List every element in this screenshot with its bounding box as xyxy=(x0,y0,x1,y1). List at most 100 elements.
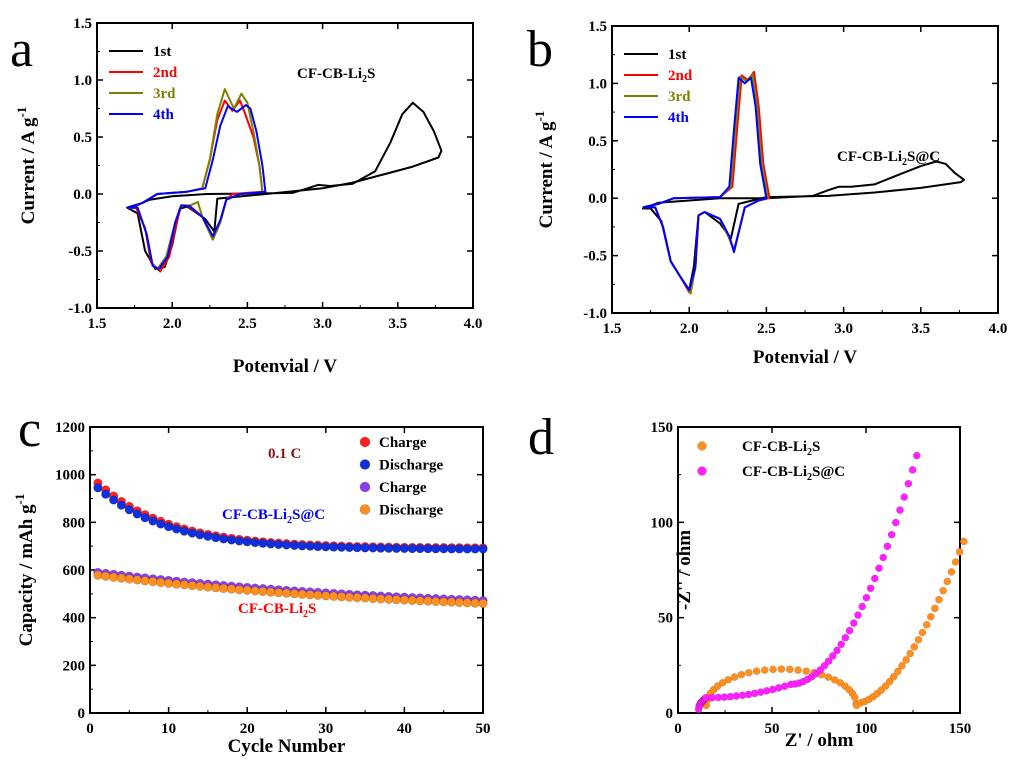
data-point xyxy=(470,544,480,554)
data-point xyxy=(875,564,883,573)
data-point xyxy=(108,572,119,582)
rate-label: 0.1 C xyxy=(268,446,301,462)
data-point xyxy=(415,543,425,554)
data-point xyxy=(360,543,370,553)
legend-label: Discharge xyxy=(379,503,443,519)
data-point xyxy=(889,672,898,681)
y-tick-label: 0 xyxy=(666,706,674,722)
x-tick-label: 50 xyxy=(765,721,780,737)
data-point xyxy=(407,543,417,554)
y-axis-title: Current / A g-1 xyxy=(14,107,39,225)
data-point xyxy=(462,598,472,608)
data-point xyxy=(219,534,229,544)
x-tick-label: 3.0 xyxy=(834,321,853,337)
data-point xyxy=(305,590,315,600)
x-tick-label: 30 xyxy=(318,721,333,737)
data-point xyxy=(266,587,276,597)
data-point xyxy=(101,489,111,499)
data-point xyxy=(943,577,952,586)
y-tick-label: 1.0 xyxy=(73,73,92,89)
data-point xyxy=(171,524,182,534)
legend-label: 4th xyxy=(668,110,689,126)
data-point xyxy=(737,670,746,679)
y-tick-label: 1000 xyxy=(55,468,85,484)
y-axis-title: Capacity / mAh g-1 xyxy=(12,494,37,647)
data-point xyxy=(124,505,134,515)
data-point xyxy=(850,693,859,702)
data-point xyxy=(360,593,370,603)
data-point xyxy=(258,538,268,548)
data-point xyxy=(423,596,433,606)
panel-c-cycling-chart: 0 10 20 30 40 50 0 200 400 600 800 1000 1200 c Cycle N… xyxy=(12,401,491,757)
data-point xyxy=(344,592,355,602)
data-point xyxy=(824,673,833,681)
data-point xyxy=(321,591,331,601)
x-tick-label: 0 xyxy=(86,721,94,737)
data-point xyxy=(955,548,964,556)
series-line-4th xyxy=(126,104,267,271)
series-line-1st xyxy=(641,160,965,291)
y-tick-label: 1.5 xyxy=(588,19,607,35)
data-point xyxy=(336,542,347,552)
data-point xyxy=(718,678,727,687)
x-tick-label: 2.0 xyxy=(163,316,182,332)
data-point xyxy=(156,577,166,588)
legend-label: 1st xyxy=(153,44,171,60)
data-point xyxy=(211,533,221,543)
series-line-3rd xyxy=(642,73,769,295)
x-axis-title: Potenvial / V xyxy=(233,356,337,377)
data-point xyxy=(297,541,307,551)
x-tick-label: 150 xyxy=(949,721,972,737)
series-line-2nd xyxy=(642,70,771,294)
x-tick-label: 1.5 xyxy=(603,321,622,337)
y-tick-label: -1.0 xyxy=(583,306,607,322)
y-axis-title: Current / A g-1 xyxy=(532,111,557,229)
data-point xyxy=(896,506,904,514)
data-point xyxy=(891,518,900,527)
data-point xyxy=(242,537,252,547)
data-point xyxy=(879,553,888,562)
data-point xyxy=(837,640,846,649)
data-point xyxy=(900,493,909,501)
data-point xyxy=(132,575,142,585)
data-point xyxy=(423,544,433,554)
data-point xyxy=(454,597,465,608)
legend-marker xyxy=(359,504,371,515)
legend-label: 4th xyxy=(153,107,174,123)
data-point xyxy=(266,539,276,549)
data-point xyxy=(226,584,237,594)
data-point xyxy=(898,662,906,670)
data-point xyxy=(93,483,103,493)
data-point xyxy=(305,541,315,551)
data-point xyxy=(250,537,260,548)
data-point xyxy=(219,583,229,594)
data-point xyxy=(777,665,786,673)
y-tick-label: 0.5 xyxy=(73,130,92,146)
sample-label-li2s: CF-CB-Li2S xyxy=(238,601,316,620)
data-point xyxy=(140,576,150,586)
data-point xyxy=(274,588,284,598)
data-point xyxy=(321,542,331,552)
data-point xyxy=(478,598,488,609)
y-tick-label: 0.0 xyxy=(588,191,607,207)
data-point xyxy=(132,509,142,519)
panel-a-cv-chart: 1.5 2.0 2.5 3.0 3.5 4.0 -1.0 -0.5 0.0 0.5 1.0 1.5 a P… xyxy=(10,16,482,377)
y-tick-label: 1.0 xyxy=(588,76,607,92)
y-tick-label: 600 xyxy=(63,563,86,579)
data-point xyxy=(431,596,441,607)
panel-letter: d xyxy=(528,409,554,466)
data-point xyxy=(352,592,362,603)
data-point xyxy=(336,592,347,602)
data-point xyxy=(274,539,284,550)
data-point xyxy=(908,466,917,474)
data-point xyxy=(902,656,910,664)
panel-letter: b xyxy=(527,21,553,78)
data-point xyxy=(752,667,761,676)
y-tick-label: 0.0 xyxy=(73,187,92,203)
data-point xyxy=(297,589,307,599)
y-tick-label: 400 xyxy=(63,611,86,627)
x-axis-title: Potenvial / V xyxy=(753,347,857,368)
data-point xyxy=(368,543,378,553)
y-tick-label: 800 xyxy=(63,515,86,531)
x-tick-label: 1.5 xyxy=(88,316,107,332)
